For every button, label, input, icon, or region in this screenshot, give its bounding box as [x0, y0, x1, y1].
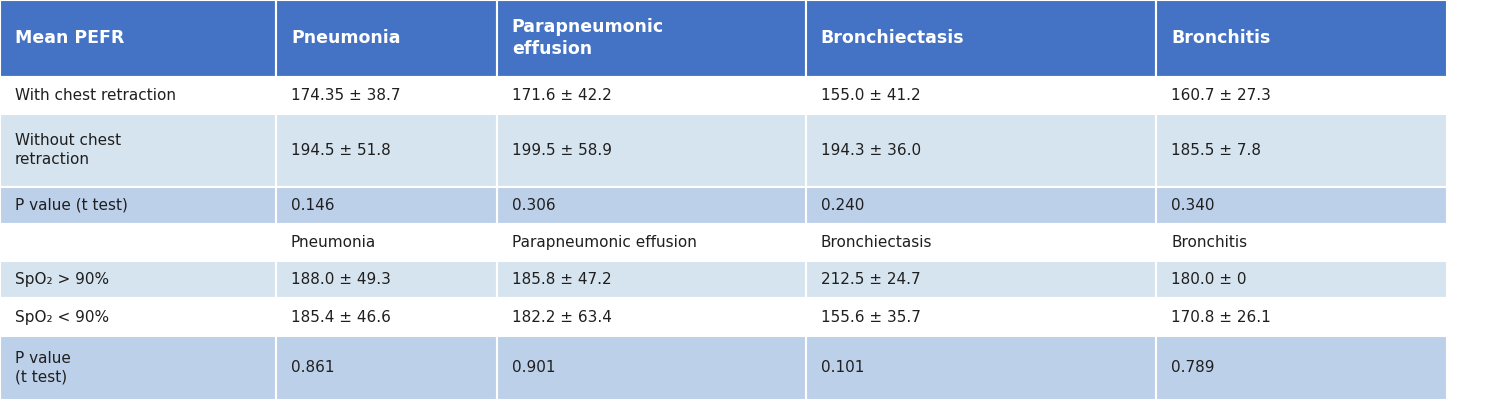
Text: 199.5 ± 58.9: 199.5 ± 58.9 [512, 143, 612, 158]
Bar [0, 186, 276, 224]
Bar [1156, 114, 1447, 186]
Text: 182.2 ± 63.4: 182.2 ± 63.4 [512, 310, 612, 324]
Bar [276, 336, 497, 400]
Text: With chest retraction: With chest retraction [15, 88, 176, 103]
Text: 0.240: 0.240 [821, 198, 864, 213]
Text: 0.146: 0.146 [291, 198, 334, 213]
Bar [276, 77, 497, 114]
Text: Parapneumonic
effusion: Parapneumonic effusion [512, 18, 664, 58]
Text: 0.340: 0.340 [1171, 198, 1214, 213]
Text: Bronchiectasis: Bronchiectasis [821, 235, 932, 250]
Text: SpO₂ < 90%: SpO₂ < 90% [15, 310, 109, 324]
Text: 180.0 ± 0: 180.0 ± 0 [1171, 272, 1247, 287]
Bar [1156, 186, 1447, 224]
Text: P value (t test): P value (t test) [15, 198, 128, 213]
Bar [0, 298, 276, 336]
Text: 185.8 ± 47.2: 185.8 ± 47.2 [512, 272, 612, 287]
Text: Pneumonia: Pneumonia [291, 235, 376, 250]
Text: P value
(t test): P value (t test) [15, 351, 70, 385]
Text: 155.6 ± 35.7: 155.6 ± 35.7 [821, 310, 921, 324]
Bar [497, 186, 806, 224]
Text: 185.5 ± 7.8: 185.5 ± 7.8 [1171, 143, 1261, 158]
Bar [1156, 224, 1447, 261]
Bar [806, 0, 1156, 77]
Text: Bronchiectasis: Bronchiectasis [821, 29, 964, 47]
Text: 0.901: 0.901 [512, 360, 555, 375]
Bar [1156, 77, 1447, 114]
Bar [0, 224, 276, 261]
Text: 194.3 ± 36.0: 194.3 ± 36.0 [821, 143, 921, 158]
Text: 170.8 ± 26.1: 170.8 ± 26.1 [1171, 310, 1271, 324]
Bar [0, 336, 276, 400]
Text: SpO₂ > 90%: SpO₂ > 90% [15, 272, 109, 287]
Bar [276, 0, 497, 77]
Bar [806, 336, 1156, 400]
Bar [497, 261, 806, 298]
Bar [806, 114, 1156, 186]
Bar [497, 336, 806, 400]
Bar [276, 224, 497, 261]
Text: Bronchitis: Bronchitis [1171, 235, 1247, 250]
Text: Bronchitis: Bronchitis [1171, 29, 1271, 47]
Bar [1156, 336, 1447, 400]
Bar [806, 77, 1156, 114]
Text: 160.7 ± 27.3: 160.7 ± 27.3 [1171, 88, 1271, 103]
Text: 194.5 ± 51.8: 194.5 ± 51.8 [291, 143, 391, 158]
Bar [497, 114, 806, 186]
Text: 0.789: 0.789 [1171, 360, 1214, 375]
Bar [1156, 0, 1447, 77]
Bar [497, 298, 806, 336]
Bar [0, 77, 276, 114]
Bar [276, 261, 497, 298]
Text: 188.0 ± 49.3: 188.0 ± 49.3 [291, 272, 391, 287]
Bar [276, 186, 497, 224]
Bar [1156, 298, 1447, 336]
Bar [806, 298, 1156, 336]
Text: 0.101: 0.101 [821, 360, 864, 375]
Text: Without chest
retraction: Without chest retraction [15, 134, 121, 167]
Bar [276, 298, 497, 336]
Bar [497, 0, 806, 77]
Text: 0.861: 0.861 [291, 360, 334, 375]
Text: Mean PEFR: Mean PEFR [15, 29, 124, 47]
Text: 185.4 ± 46.6: 185.4 ± 46.6 [291, 310, 391, 324]
Bar [0, 114, 276, 186]
Bar [1156, 261, 1447, 298]
Bar [806, 261, 1156, 298]
Bar [497, 224, 806, 261]
Text: Pneumonia: Pneumonia [291, 29, 400, 47]
Text: 0.306: 0.306 [512, 198, 555, 213]
Bar [806, 224, 1156, 261]
Text: 174.35 ± 38.7: 174.35 ± 38.7 [291, 88, 400, 103]
Bar [0, 0, 276, 77]
Bar [0, 261, 276, 298]
Text: 212.5 ± 24.7: 212.5 ± 24.7 [821, 272, 921, 287]
Bar [497, 77, 806, 114]
Text: Parapneumonic effusion: Parapneumonic effusion [512, 235, 697, 250]
Bar [806, 186, 1156, 224]
Text: 155.0 ± 41.2: 155.0 ± 41.2 [821, 88, 921, 103]
Text: 171.6 ± 42.2: 171.6 ± 42.2 [512, 88, 612, 103]
Bar [276, 114, 497, 186]
